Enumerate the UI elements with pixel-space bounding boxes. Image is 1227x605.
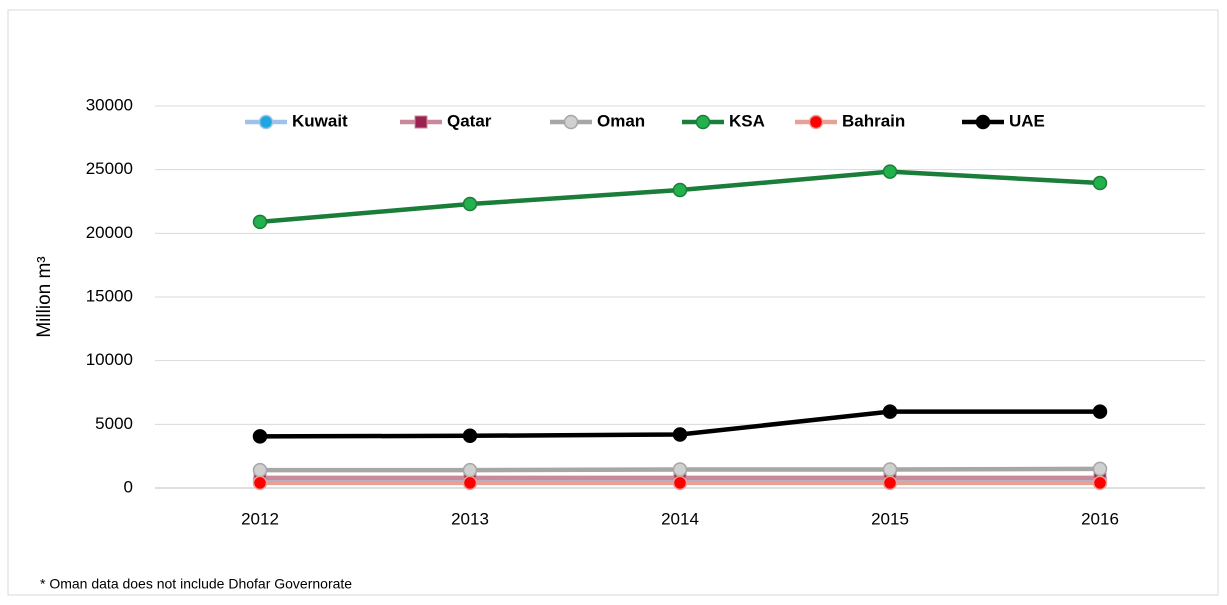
legend-label: Qatar (447, 111, 492, 130)
data-point (462, 475, 478, 491)
footnote: * Oman data does not include Dhofar Gove… (40, 576, 352, 592)
data-point (252, 475, 268, 491)
legend-marker (808, 114, 824, 130)
legend-marker (975, 114, 991, 130)
chart-border (7, 9, 1219, 596)
legend-label: Bahrain (842, 111, 905, 130)
x-tick-label: 2016 (1081, 509, 1119, 528)
y-tick-label: 25000 (86, 159, 133, 178)
data-point (1092, 475, 1108, 491)
data-point (1092, 461, 1108, 477)
data-point (1092, 404, 1108, 419)
x-tick-label: 2012 (241, 509, 279, 528)
data-point (672, 182, 688, 198)
data-point (252, 429, 268, 444)
legend-marker (695, 114, 711, 130)
data-point (672, 475, 688, 491)
x-tick-label: 2013 (451, 509, 489, 528)
legend-marker (258, 114, 274, 130)
data-point (1092, 175, 1108, 191)
data-point (672, 427, 688, 442)
data-point (882, 404, 898, 419)
data-point (882, 164, 898, 179)
x-tick-label: 2014 (661, 509, 699, 528)
legend-label: KSA (729, 111, 765, 130)
data-point (462, 462, 478, 478)
y-tick-label: 15000 (86, 286, 133, 305)
data-point (252, 462, 268, 478)
data-point (252, 214, 268, 230)
data-point (882, 462, 898, 477)
legend-marker (563, 114, 579, 130)
data-point (462, 428, 478, 444)
y-tick-label: 20000 (86, 223, 133, 242)
legend-label: Oman (597, 111, 645, 130)
legend-label: UAE (1009, 111, 1045, 130)
legend-label: Kuwait (292, 111, 348, 130)
data-point (672, 462, 688, 477)
data-point (462, 196, 478, 212)
y-tick-label: 0 (124, 477, 133, 496)
y-axis-label: Million m³ (34, 256, 55, 337)
y-tick-label: 30000 (86, 95, 133, 114)
x-tick-label: 2015 (871, 509, 909, 528)
data-point (882, 475, 898, 491)
y-tick-label: 5000 (95, 414, 133, 433)
y-tick-label: 10000 (86, 350, 133, 369)
legend-marker (414, 115, 428, 129)
